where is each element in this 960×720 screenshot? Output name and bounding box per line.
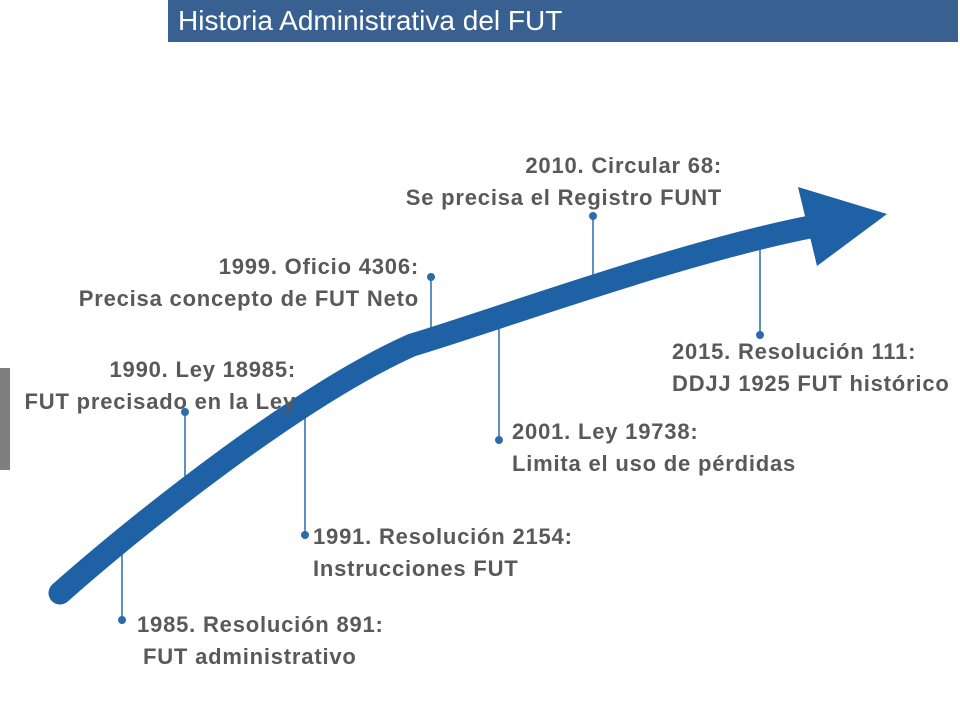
- marker-dot-2001: [495, 436, 503, 444]
- event-label-2015: 2015. Resolución 111: DDJJ 1925 FUT hist…: [672, 336, 950, 400]
- event-label-2010: 2010. Circular 68: Se precisa el Registr…: [406, 150, 722, 214]
- event-label-1990: 1990. Ley 18985: FUT precisado en la Ley: [25, 354, 296, 418]
- side-accent-bar: [0, 368, 10, 470]
- event-label-1999: 1999. Oficio 4306: Precisa concepto de F…: [79, 251, 419, 315]
- event-detail: FUT precisado en la Ley: [24, 389, 296, 414]
- marker-dot-2010: [589, 212, 597, 220]
- event-heading: 1991. Resolución 2154:: [313, 524, 573, 549]
- event-heading: 2015. Resolución 111:: [672, 339, 917, 364]
- event-detail: FUT administrativo: [143, 644, 357, 669]
- event-heading: 1990. Ley 18985:: [109, 357, 296, 382]
- slide-title: Historia Administrativa del FUT: [178, 5, 563, 36]
- event-detail: Se precisa el Registro FUNT: [405, 185, 722, 210]
- timeline-arrow-head: [798, 187, 887, 266]
- event-detail: Instrucciones FUT: [313, 556, 519, 581]
- marker-dot-1985: [118, 616, 126, 624]
- timeline-arrow-shaft: [48, 214, 827, 605]
- event-label-1991: 1991. Resolución 2154: Instrucciones FUT: [313, 521, 573, 585]
- event-heading: 2010. Circular 68:: [525, 153, 722, 178]
- event-heading: 2001. Ley 19738:: [512, 419, 699, 444]
- event-label-1985: 1985. Resolución 891: FUT administrativo: [137, 609, 384, 673]
- marker-dot-1991: [301, 531, 309, 539]
- marker-dot-2015: [756, 331, 764, 339]
- event-heading: 1999. Oficio 4306:: [218, 254, 419, 279]
- marker-dot-1999: [427, 273, 435, 281]
- event-heading: 1985. Resolución 891:: [137, 612, 384, 637]
- event-detail: Precisa concepto de FUT Neto: [78, 286, 419, 311]
- event-label-2001: 2001. Ley 19738: Limita el uso de pérdid…: [512, 416, 796, 480]
- marker-dot-1990: [181, 408, 189, 416]
- title-bar: Historia Administrativa del FUT: [168, 0, 958, 42]
- event-detail: DDJJ 1925 FUT histórico: [672, 371, 950, 396]
- event-detail: Limita el uso de pérdidas: [512, 451, 797, 476]
